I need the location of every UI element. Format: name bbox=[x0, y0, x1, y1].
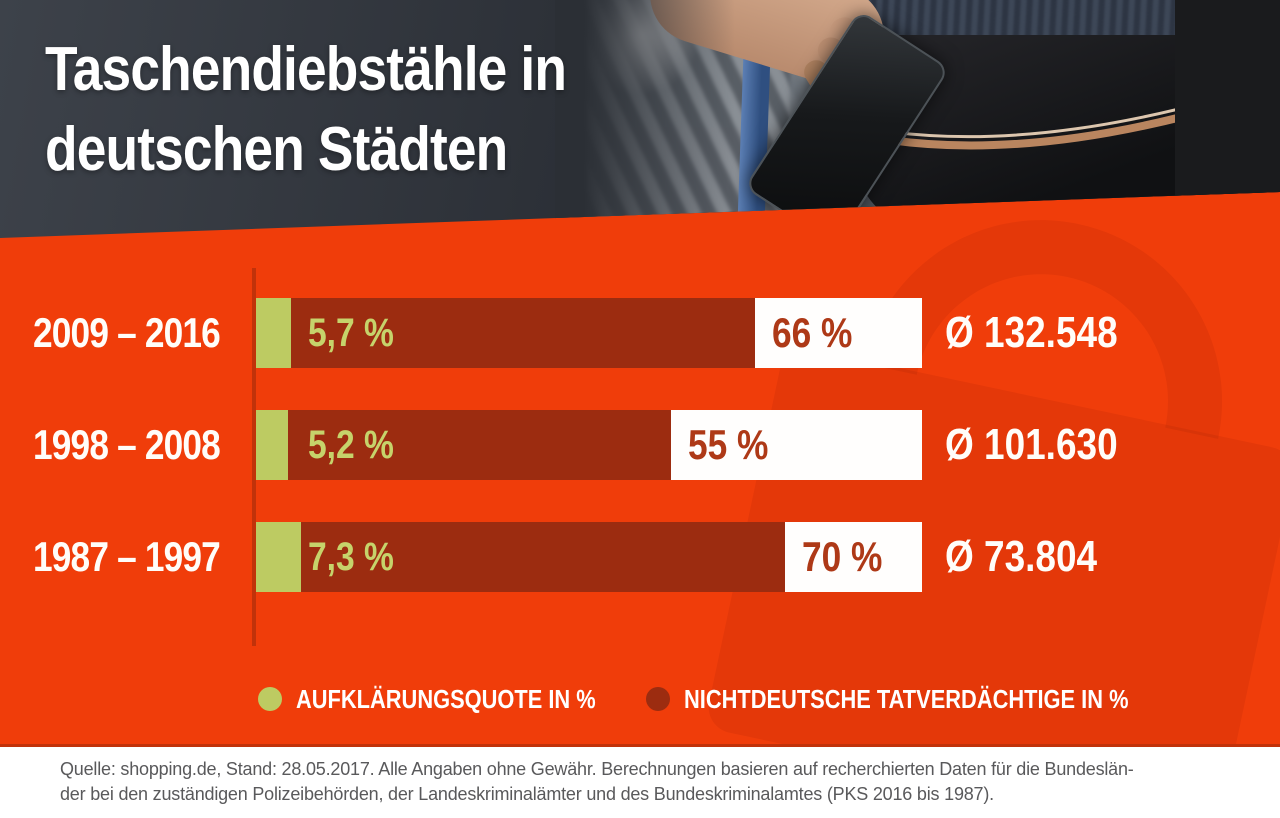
footer: Quelle: shopping.de, Stand: 28.05.2017. … bbox=[0, 744, 1280, 818]
chart-row: 2009 – 2016 5,7 % 66 % Ø 132.548 bbox=[0, 298, 1280, 368]
period-label: 1998 – 2008 bbox=[33, 421, 221, 468]
clearance-rate-bar bbox=[256, 298, 291, 368]
clearance-rate-bar bbox=[256, 410, 288, 480]
suspects-value-box: 66 % bbox=[755, 298, 922, 368]
header: Taschendiebstähle in deutschen Städten bbox=[0, 0, 1280, 238]
title-line-2: deutschen Städten bbox=[45, 115, 508, 184]
chart-axis-line bbox=[252, 268, 256, 646]
period-label: 2009 – 2016 bbox=[33, 309, 221, 356]
clearance-rate-value: 5,7 % bbox=[308, 311, 394, 355]
header-photo bbox=[555, 0, 1280, 238]
legend-item-clearance-rate: AUFKLÄRUNGSQUOTE IN % bbox=[258, 684, 653, 714]
page-title: Taschendiebstähle in deutschen Städten bbox=[45, 30, 651, 190]
average-cases-value: Ø 73.804 bbox=[945, 532, 1098, 581]
average-cases-value: Ø 132.548 bbox=[945, 308, 1118, 357]
clearance-rate-value: 5,2 % bbox=[308, 423, 394, 467]
red-dot-icon bbox=[646, 687, 670, 711]
chart-row: 1998 – 2008 5,2 % 55 % Ø 101.630 bbox=[0, 410, 1280, 480]
green-dot-icon bbox=[258, 687, 282, 711]
legend-label: AUFKLÄRUNGSQUOTE IN % bbox=[296, 683, 596, 714]
clearance-rate-value: 7,3 % bbox=[308, 535, 394, 579]
legend-item-suspects: NICHTDEUTSCHE TATVERDÄCHTIGE IN % bbox=[646, 684, 1213, 714]
source-note: Quelle: shopping.de, Stand: 28.05.2017. … bbox=[60, 757, 1250, 807]
clearance-rate-bar bbox=[256, 522, 301, 592]
period-label: 1987 – 1997 bbox=[33, 533, 221, 580]
suspects-value-box: 55 % bbox=[671, 410, 922, 480]
source-line-2: der bei den zuständigen Polizeibehörden,… bbox=[60, 784, 994, 804]
suspects-bar bbox=[288, 410, 671, 480]
photo-fade bbox=[555, 0, 735, 238]
suspects-bar bbox=[301, 522, 785, 592]
source-line-1: Quelle: shopping.de, Stand: 28.05.2017. … bbox=[60, 759, 1134, 779]
average-cases-value: Ø 101.630 bbox=[945, 420, 1118, 469]
suspects-value-box: 70 % bbox=[785, 522, 922, 592]
legend-label: NICHTDEUTSCHE TATVERDÄCHTIGE IN % bbox=[684, 683, 1129, 714]
chart-row: 1987 – 1997 7,3 % 70 % Ø 73.804 bbox=[0, 522, 1280, 592]
suspects-bar bbox=[291, 298, 755, 368]
title-line-1: Taschendiebstähle in bbox=[45, 35, 567, 104]
